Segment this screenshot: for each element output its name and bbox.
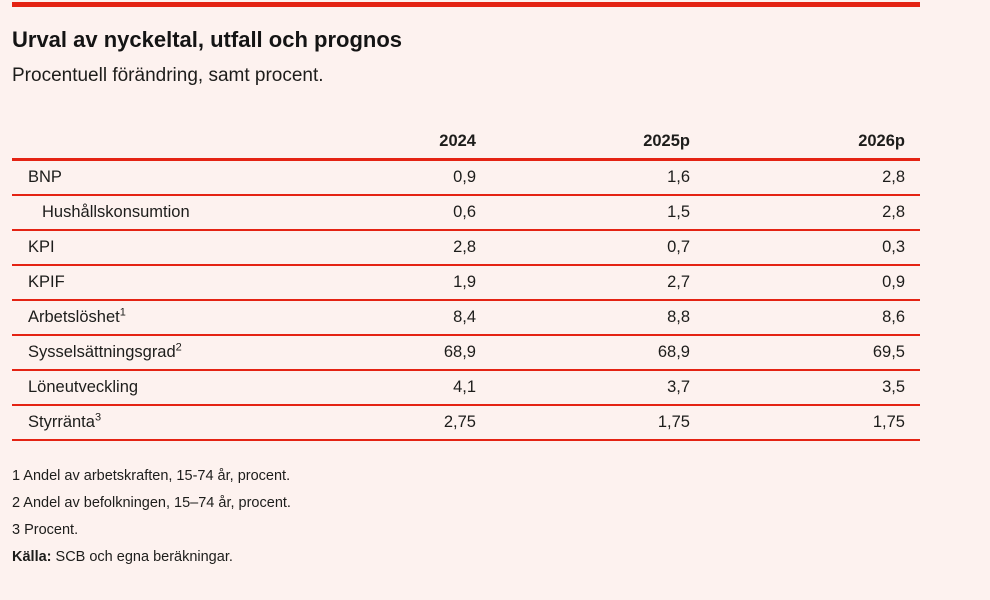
table-row-arbetsloshet: Arbetslöshet1 8,4 8,8 8,6: [12, 300, 920, 336]
footnotes-block: 1 Andel av arbetskraften, 15-74 år, proc…: [12, 467, 920, 566]
footnote-3: 3 Procent.: [12, 522, 79, 538]
top-accent-bar: [12, 2, 920, 7]
cell-value: 69,5: [690, 335, 920, 371]
footnote-2: 2 Andel av befolkningen, 15–74 år, proce…: [12, 495, 291, 511]
table-row-kpi: KPI 2,8 0,7 0,3: [12, 230, 920, 266]
cell-value: 0,7: [476, 230, 690, 266]
source-text: SCB och egna beräkningar.: [51, 549, 233, 565]
cell-value: 3,5: [690, 370, 920, 406]
cell-value: 1,75: [690, 405, 920, 441]
page-title: Urval av nyckeltal, utfall och prognos: [12, 27, 402, 52]
cell-value: 0,9: [262, 159, 476, 196]
row-label: BNP: [12, 159, 262, 196]
footnote-marker: 3: [94, 411, 102, 424]
source-line: Källa: SCB och egna beräkningar.: [12, 548, 920, 566]
cell-value: 2,8: [262, 230, 476, 266]
cell-value: 2,7: [476, 265, 690, 301]
column-header-2024: 2024: [262, 111, 476, 161]
page-subtitle: Procentuell förändring, samt procent.: [12, 65, 324, 86]
row-label: Arbetslöshet1: [12, 300, 262, 336]
cell-value: 8,4: [262, 300, 476, 336]
table-header-row: 2024 2025p 2026p: [12, 111, 920, 161]
source-label: Källa:: [12, 549, 52, 565]
table-row-sysselsattningsgrad: Sysselsättningsgrad2 68,9 68,9 69,5: [12, 335, 920, 371]
footnote-1: 1 Andel av arbetskraften, 15-74 år, proc…: [12, 468, 291, 484]
table-row-bnp: BNP 0,9 1,6 2,8: [12, 159, 920, 196]
row-label: Styrränta3: [12, 405, 262, 441]
cell-value: 8,6: [690, 300, 920, 336]
cell-value: 68,9: [476, 335, 690, 371]
row-label: KPIF: [12, 265, 262, 301]
footnote-marker: 2: [175, 341, 182, 354]
table-row-kpif: KPIF 1,9 2,7 0,9: [12, 265, 920, 301]
row-label: Löneutveckling: [12, 370, 262, 406]
footnote-marker: 1: [119, 306, 126, 319]
cell-value: 1,75: [476, 405, 690, 441]
cell-value: 1,9: [262, 265, 476, 301]
column-header-2025p: 2025p: [476, 111, 690, 161]
row-label: KPI: [12, 230, 262, 266]
cell-value: 8,8: [476, 300, 690, 336]
cell-value: 0,3: [690, 230, 920, 266]
cell-value: 68,9: [262, 335, 476, 371]
row-label: Hushållskonsumtion: [12, 195, 262, 231]
cell-value: 2,75: [262, 405, 476, 441]
cell-value: 4,1: [262, 370, 476, 406]
cell-value: 2,8: [690, 159, 920, 196]
table-row-hushallskonsumtion: Hushållskonsumtion 0,6 1,5 2,8: [12, 195, 920, 231]
cell-value: 1,5: [476, 195, 690, 231]
cell-value: 0,9: [690, 265, 920, 301]
cell-value: 3,7: [476, 370, 690, 406]
table-row-styrranta: Styrränta3 2,75 1,75 1,75: [12, 405, 920, 441]
table-row-loneutveckling: Löneutveckling 4,1 3,7 3,5: [12, 370, 920, 406]
cell-value: 2,8: [690, 195, 920, 231]
key-figures-table: 2024 2025p 2026p BNP 0,9 1,6 2,8 Hushåll…: [12, 111, 920, 441]
column-header-empty: [12, 111, 262, 161]
row-label: Sysselsättningsgrad2: [12, 335, 262, 371]
cell-value: 1,6: [476, 159, 690, 196]
report-figure: Urval av nyckeltal, utfall och prognos P…: [12, 2, 920, 566]
column-header-2026p: 2026p: [690, 111, 920, 161]
cell-value: 0,6: [262, 195, 476, 231]
